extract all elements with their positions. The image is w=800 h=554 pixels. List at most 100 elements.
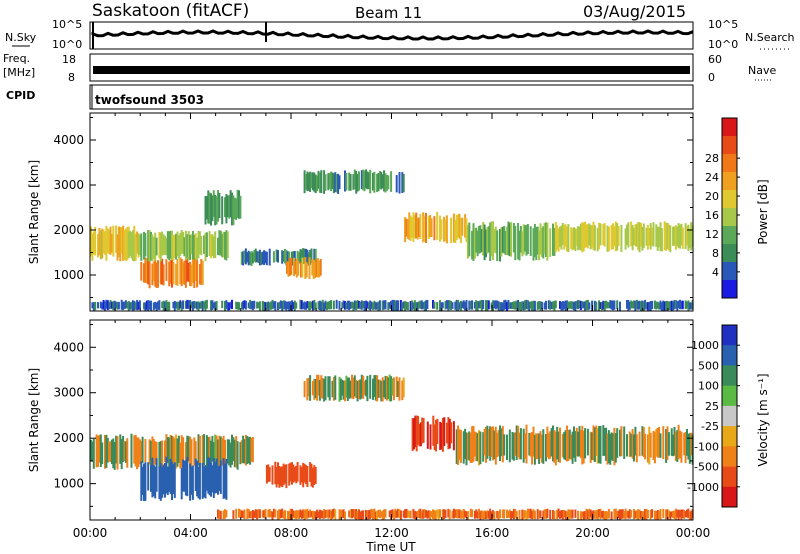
heatmap-cell <box>310 511 313 518</box>
heatmap-cell <box>97 436 99 467</box>
heatmap-cell <box>377 173 380 192</box>
heatmap-cell <box>529 508 532 519</box>
heatmap-cell <box>104 435 106 469</box>
heatmap-cell <box>129 230 132 256</box>
heatmap-cell <box>302 509 305 519</box>
heatmap-cell <box>546 508 549 519</box>
heatmap-cell <box>560 302 563 311</box>
heatmap-cell <box>391 299 394 311</box>
heatmap-cell <box>415 302 418 311</box>
heatmap-cell <box>426 421 429 449</box>
heatmap-cell <box>137 301 140 310</box>
heatmap-cell <box>430 511 433 518</box>
heatmap-cell <box>293 300 296 311</box>
heatmap-cell <box>388 374 391 402</box>
heatmap-cell <box>482 300 485 310</box>
heatmap-cell <box>175 263 178 285</box>
heatmap-cell <box>532 426 535 457</box>
heatmap-cell <box>649 432 652 458</box>
heatmap-cell <box>672 226 675 246</box>
heatmap-cell <box>310 463 313 487</box>
heatmap-cell <box>344 380 346 402</box>
noise-left-tick-bottom: 10^0 <box>52 38 82 51</box>
heatmap-cell <box>380 171 383 190</box>
heatmap-cell <box>571 509 574 519</box>
heatmap-cell <box>296 462 299 482</box>
heatmap-cell <box>265 251 268 266</box>
heatmap-cell <box>231 192 233 226</box>
heatmap-cell <box>499 229 501 262</box>
heatmap-cell <box>282 511 285 519</box>
heatmap-cell <box>538 301 541 309</box>
heatmap-cell <box>567 429 570 462</box>
heatmap-cell <box>642 511 645 519</box>
heatmap-cell <box>331 380 334 398</box>
heatmap-cell <box>307 377 310 397</box>
heatmap-cell <box>610 300 613 310</box>
heatmap-cell <box>506 301 508 311</box>
heatmap-cell <box>634 300 637 311</box>
heatmap-cell <box>225 230 228 261</box>
heatmap-cell <box>607 302 610 309</box>
heatmap-cell <box>263 510 266 518</box>
heatmap-cell <box>515 425 518 461</box>
heatmap-cell <box>158 442 161 469</box>
heatmap-cell <box>172 261 175 285</box>
heatmap-cell <box>303 301 306 310</box>
heatmap-cell <box>172 464 175 494</box>
heatmap-cell <box>222 510 225 520</box>
colorbar-tick-label: 12 <box>705 228 719 241</box>
heatmap-cell <box>658 226 661 248</box>
power-data-marks <box>90 169 694 311</box>
heatmap-cell <box>191 465 194 500</box>
heatmap-cell <box>591 432 594 460</box>
heatmap-cell <box>229 190 232 218</box>
heatmap-cell <box>476 230 479 257</box>
heatmap-cell <box>533 223 536 258</box>
heatmap-cell <box>419 213 422 239</box>
heatmap-cell <box>524 300 527 310</box>
heatmap-cell <box>151 457 154 498</box>
heatmap-cell <box>366 301 369 309</box>
heatmap-cell <box>609 433 612 465</box>
heatmap-cell <box>412 302 415 310</box>
heatmap-cell <box>455 429 458 464</box>
heatmap-cell <box>469 301 472 310</box>
heatmap-cell <box>97 234 99 258</box>
heatmap-cell <box>217 439 219 466</box>
heatmap-cell <box>323 378 326 402</box>
heatmap-cell <box>191 301 194 311</box>
heatmap-cell <box>225 510 228 518</box>
heatmap-cell <box>356 174 359 192</box>
heatmap-cell <box>582 301 585 309</box>
heatmap-cell <box>536 509 539 520</box>
heatmap-cell <box>510 222 513 257</box>
heatmap-cell <box>421 417 424 444</box>
heatmap-cell <box>356 300 359 309</box>
heatmap-cell <box>559 427 561 463</box>
heatmap-cell <box>448 509 451 520</box>
heatmap-cell <box>148 230 151 262</box>
heatmap-cell <box>635 434 638 463</box>
heatmap-cell <box>99 230 102 260</box>
heatmap-cell <box>225 194 228 224</box>
heatmap-cell <box>194 233 197 259</box>
heatmap-cell <box>444 219 447 242</box>
heatmap-cell <box>577 431 580 457</box>
heatmap-cell <box>529 226 532 256</box>
heatmap-cell <box>672 301 675 311</box>
heatmap-cell <box>348 510 351 518</box>
heatmap-cell <box>157 260 159 288</box>
heatmap-cell <box>496 510 499 519</box>
heatmap-cell <box>127 231 130 259</box>
heatmap-cell <box>388 302 391 309</box>
heatmap-cell <box>581 511 584 518</box>
heatmap-cell <box>628 431 631 457</box>
heatmap-cell <box>663 301 666 311</box>
heatmap-cell <box>466 511 469 520</box>
heatmap-cell <box>445 215 448 244</box>
heatmap-cell <box>208 458 211 496</box>
noise-right-tick-top: 10^5 <box>708 18 738 31</box>
heatmap-cell <box>293 511 296 519</box>
heatmap-cell <box>249 252 252 265</box>
